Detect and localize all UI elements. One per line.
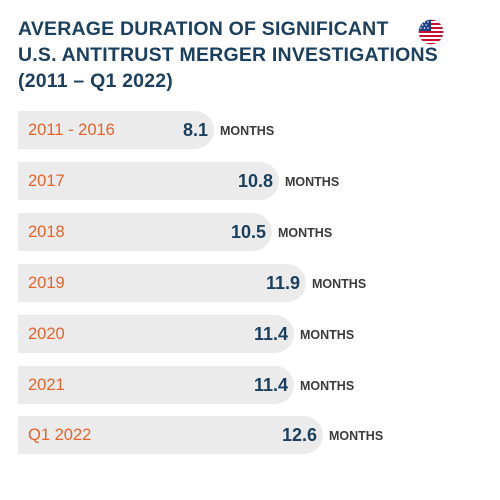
bar: [18, 416, 323, 454]
us-flag-icon: [418, 19, 444, 45]
title-line-2: U.S. ANTITRUST MERGER INVESTIGATIONS: [18, 44, 438, 66]
category-label: 2018: [28, 223, 65, 241]
value-label: 11.4: [253, 324, 288, 344]
category-label: 2019: [28, 274, 65, 292]
category-label: 2011 - 2016: [28, 121, 115, 139]
bar-row: 2011 - 2016 8.1 MONTHS: [18, 111, 304, 149]
unit-label: MONTHS: [220, 124, 275, 138]
bar: [18, 315, 294, 353]
category-label: 2020: [28, 325, 65, 343]
value-label: 11.9: [265, 273, 300, 293]
bar-row: 2017 10.8 MONTHS: [18, 162, 369, 200]
category-label: 2021: [28, 376, 65, 394]
unit-label: MONTHS: [278, 226, 333, 240]
unit-label: MONTHS: [285, 175, 340, 189]
bar: [18, 162, 279, 200]
title-line-3: (2011 – Q1 2022): [18, 70, 173, 92]
chart-title: AVERAGE DURATION OF SIGNIFICANT U.S. ANT…: [18, 16, 438, 94]
unit-label: MONTHS: [300, 379, 355, 393]
value-label: 8.1: [182, 120, 208, 140]
bar: [18, 213, 272, 251]
bar: [18, 264, 306, 302]
bar: [18, 366, 294, 404]
bar: [18, 111, 214, 149]
unit-label: MONTHS: [312, 277, 367, 291]
bar-row: 2019 11.9 MONTHS: [18, 264, 396, 302]
bar-row: 2021 11.4 MONTHS: [18, 366, 384, 404]
value-label: 11.4: [253, 375, 288, 395]
value-label: 10.5: [230, 222, 266, 242]
bar-row: Q1 2022 12.6 MONTHS: [18, 416, 413, 454]
bar-row: 2018 10.5 MONTHS: [18, 213, 362, 251]
unit-label: MONTHS: [329, 429, 384, 443]
title-line-1: AVERAGE DURATION OF SIGNIFICANT: [18, 18, 389, 40]
category-label: Q1 2022: [28, 426, 92, 444]
bar-row: 2020 11.4 MONTHS: [18, 315, 384, 353]
category-label: 2017: [28, 172, 65, 190]
value-label: 10.8: [237, 171, 273, 191]
value-label: 12.6: [281, 425, 317, 445]
unit-label: MONTHS: [300, 328, 355, 342]
